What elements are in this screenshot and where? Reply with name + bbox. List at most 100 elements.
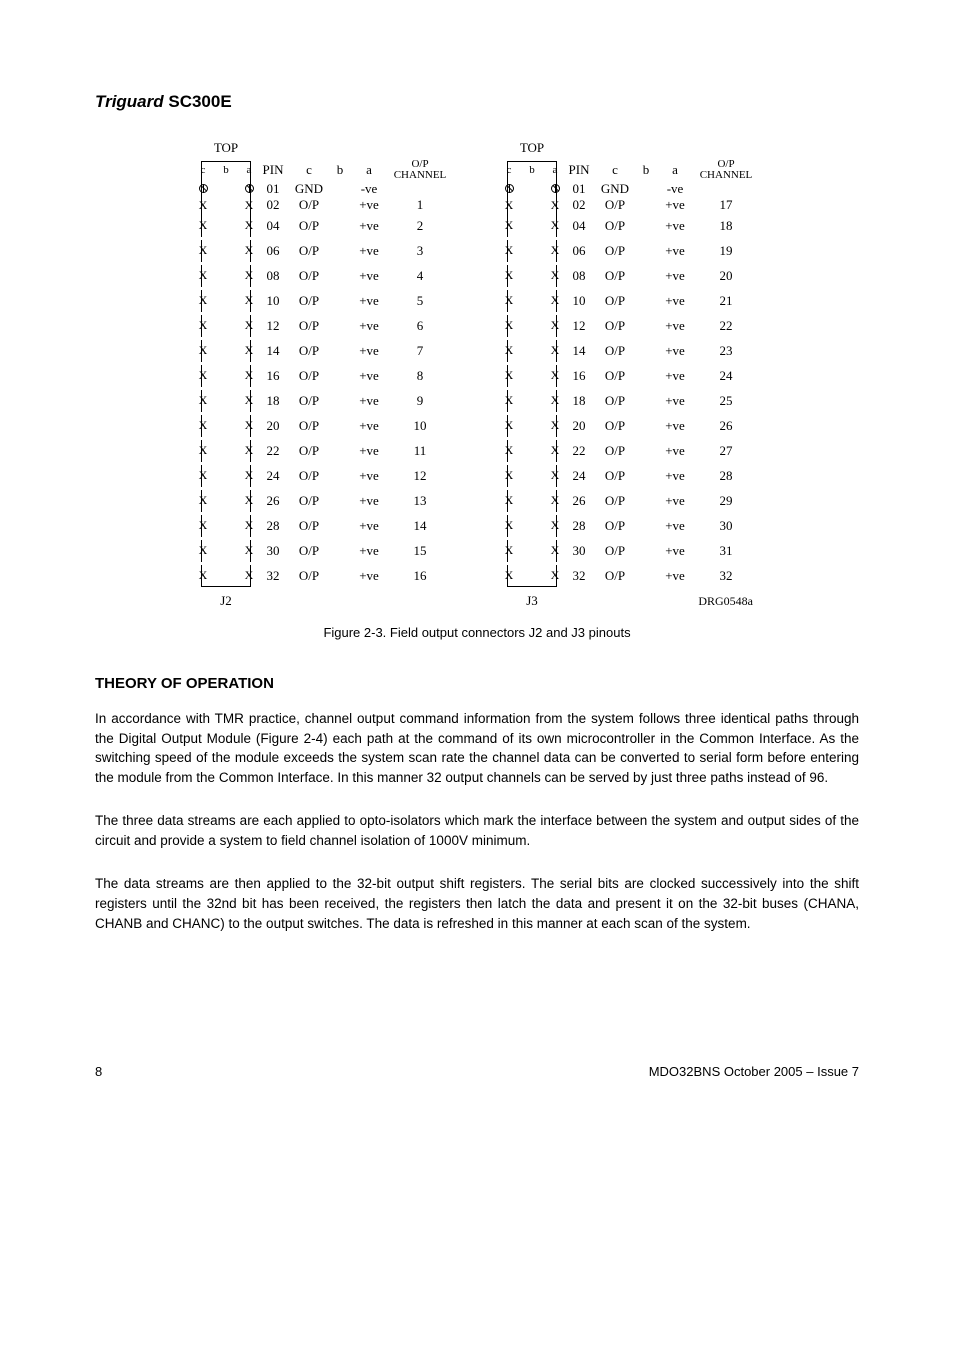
table-row: XX26O/P+ve29	[501, 488, 759, 513]
table-row: XX18O/P+ve9	[195, 388, 453, 413]
table-row: XX20O/P+ve26	[501, 413, 759, 438]
cell-cola: +ve	[657, 517, 693, 536]
cell-ch: 10	[387, 417, 453, 436]
table-row: XX06O/P+ve19	[501, 238, 759, 263]
cell-ch: 22	[693, 317, 759, 336]
pin-marks: XX	[195, 542, 257, 559]
page-title: Triguard SC300E	[95, 90, 859, 115]
cell-ch: 29	[693, 492, 759, 511]
cell-pin: 18	[257, 392, 289, 411]
hdr-c: c	[595, 161, 635, 180]
cell-cola: +ve	[657, 242, 693, 261]
cell-cola: +ve	[351, 267, 387, 286]
screw-icon	[245, 184, 254, 193]
cell-ch: 2	[387, 217, 453, 236]
hdr-pin: PIN	[563, 161, 595, 180]
pin-marks: XX	[195, 367, 257, 384]
cell-ch: 12	[387, 467, 453, 486]
cell-ch: 1	[387, 196, 453, 215]
doc-id: MDO32BNS October 2005 – Issue 7	[649, 1063, 859, 1082]
cell-ch: 16	[387, 567, 453, 586]
j3-label: J3	[501, 592, 563, 611]
table-row: XX14O/P+ve23	[501, 338, 759, 363]
cell-ch: 30	[693, 517, 759, 536]
pin-marks	[195, 181, 257, 198]
pin-marks: XX	[501, 567, 563, 584]
cell-pin: 28	[257, 517, 289, 536]
cell-cola: +ve	[351, 467, 387, 486]
table-row: XX12O/P+ve6	[195, 313, 453, 338]
cell-ch: 19	[693, 242, 759, 261]
pin-marks: XX	[501, 467, 563, 484]
cell-cola: +ve	[657, 417, 693, 436]
cell-cola: +ve	[657, 442, 693, 461]
table-row: XX28O/P+ve30	[501, 513, 759, 538]
cell-ch: 8	[387, 367, 453, 386]
cell-cola: +ve	[657, 492, 693, 511]
cell-pin: 30	[563, 542, 595, 561]
cell-cola: +ve	[351, 542, 387, 561]
cell-pin: 12	[257, 317, 289, 336]
cell-pin: 04	[563, 217, 595, 236]
cell-pin: 14	[563, 342, 595, 361]
hdr-c: c	[289, 161, 329, 180]
cell-ch: 17	[693, 196, 759, 215]
cell-colc: O/P	[595, 517, 635, 536]
j3-block: TOP c b a PIN c b a O/P CHANNEL 01GND-ve…	[501, 139, 759, 615]
pin-marks: XX	[195, 417, 257, 434]
cell-ch: 26	[693, 417, 759, 436]
cell-ch: 6	[387, 317, 453, 336]
cell-cola: +ve	[351, 417, 387, 436]
j3-pins-header: c b a	[501, 163, 563, 179]
cell-pin: 12	[563, 317, 595, 336]
table-row: XX22O/P+ve11	[195, 438, 453, 463]
table-row: XX04O/P+ve2	[195, 213, 453, 238]
hdr-b: b	[329, 161, 351, 180]
cell-pin: 20	[257, 417, 289, 436]
hdr-a: a	[657, 161, 693, 180]
pin-marks: XX	[501, 292, 563, 309]
cell-pin: 08	[563, 267, 595, 286]
table-row: XX16O/P+ve8	[195, 363, 453, 388]
cell-cola: +ve	[351, 342, 387, 361]
pin-marks: XX	[195, 392, 257, 409]
cell-pin: 26	[563, 492, 595, 511]
cell-colc: O/P	[595, 217, 635, 236]
cell-ch: 20	[693, 267, 759, 286]
cell-colc: O/P	[289, 442, 329, 461]
table-row: XX32O/P+ve32	[501, 563, 759, 588]
cell-pin: 14	[257, 342, 289, 361]
cell-colc: O/P	[595, 342, 635, 361]
drg-label: DRG0548a	[563, 593, 759, 610]
table-row: XX30O/P+ve15	[195, 538, 453, 563]
cell-ch: 3	[387, 242, 453, 261]
pin-marks: XX	[195, 342, 257, 359]
table-row: XX16O/P+ve24	[501, 363, 759, 388]
table-row: XX24O/P+ve12	[195, 463, 453, 488]
cell-colc: O/P	[289, 317, 329, 336]
cell-ch: 21	[693, 292, 759, 311]
cell-cola: +ve	[351, 392, 387, 411]
screw-icon	[551, 184, 560, 193]
j2-label: J2	[195, 592, 257, 611]
paragraph-1: In accordance with TMR practice, channel…	[95, 709, 859, 787]
cell-pin: 02	[257, 196, 289, 215]
table-row: XX22O/P+ve27	[501, 438, 759, 463]
cell-colc: O/P	[595, 292, 635, 311]
j3-top-label: TOP	[501, 139, 563, 158]
table-row: XX08O/P+ve20	[501, 263, 759, 288]
table-row: XX14O/P+ve7	[195, 338, 453, 363]
cell-colc: O/P	[595, 196, 635, 215]
hdr-a: a	[351, 161, 387, 180]
cell-pin: 02	[563, 196, 595, 215]
table-row: XX06O/P+ve3	[195, 238, 453, 263]
hdr-pin: PIN	[257, 161, 289, 180]
pin-marks: XX	[501, 392, 563, 409]
cell-colc: O/P	[289, 196, 329, 215]
pin-marks: XX	[501, 197, 563, 214]
title-italic: Triguard	[95, 92, 164, 111]
cell-ch: 14	[387, 517, 453, 536]
cell-ch: 23	[693, 342, 759, 361]
table-row: XX30O/P+ve31	[501, 538, 759, 563]
cell-ch: 15	[387, 542, 453, 561]
